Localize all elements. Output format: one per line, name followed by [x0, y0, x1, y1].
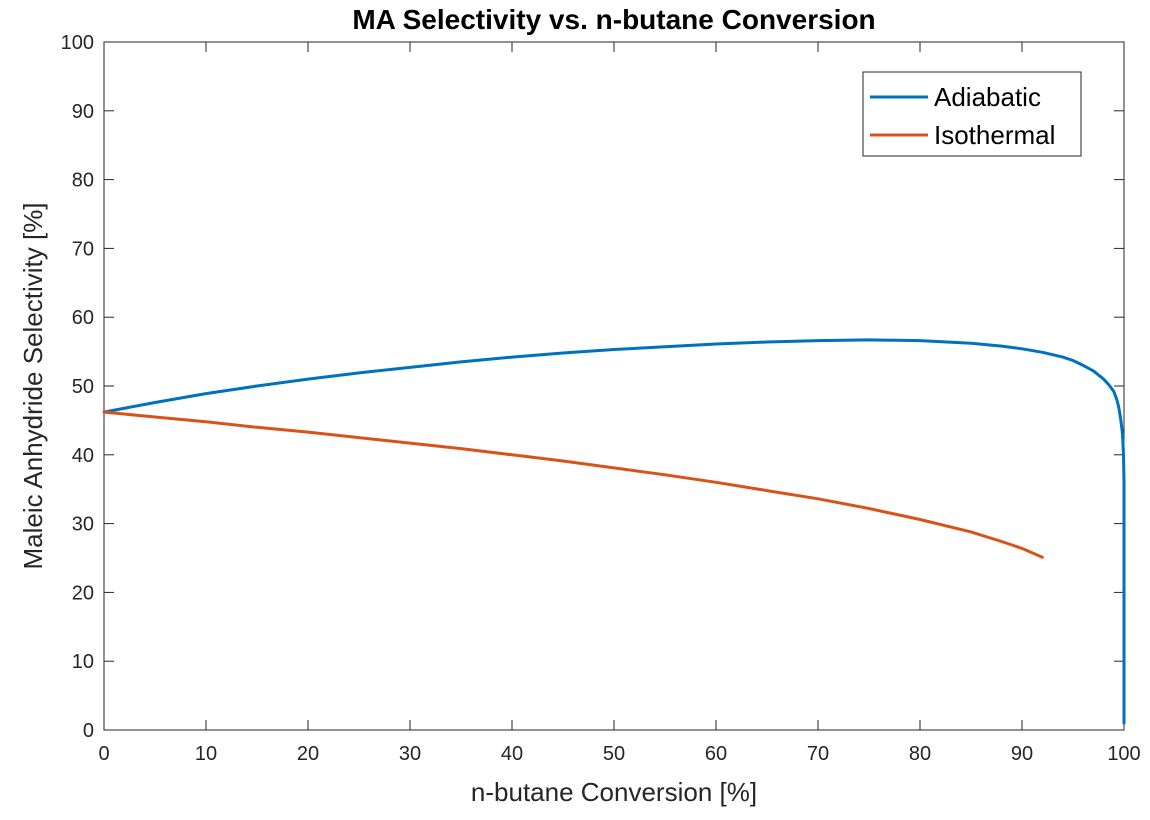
x-tick-label: 40	[501, 743, 523, 765]
y-tick-label: 100	[61, 32, 94, 54]
axes-group: 0 10 20 30 40 50 60 70 80 90 100 0 10 20 30 40 50 60 70 80 9…	[61, 32, 1141, 765]
x-tick-label: 50	[603, 743, 625, 765]
series-line-isothermal	[102, 410, 1044, 559]
y-tick-label: 90	[72, 101, 94, 123]
legend-label-isothermal: Isothermal	[934, 120, 1055, 150]
y-tick-label: 0	[83, 720, 94, 742]
y-tick-label: 50	[72, 376, 94, 398]
x-tick-label: 100	[1107, 743, 1140, 765]
y-tick-label: 80	[72, 170, 94, 192]
x-tick-label: 70	[807, 743, 829, 765]
x-tick-label: 10	[195, 743, 217, 765]
legend-box	[862, 71, 1082, 157]
x-tick-label: 60	[705, 743, 727, 765]
legend-label-adiabatic: Adiabatic	[934, 82, 1041, 112]
x-tick-label: 20	[297, 743, 319, 765]
y-tick-label: 20	[72, 582, 94, 604]
y-tick-label: 30	[72, 514, 94, 536]
y-axis-title: Maleic Anhydride Selectivity [%]	[18, 202, 48, 569]
chart-title: MA Selectivity vs. n-butane Conversion	[352, 4, 875, 35]
y-tick-label: 60	[72, 307, 94, 329]
x-tick-label: 30	[399, 743, 421, 765]
y-tick-label: 40	[72, 445, 94, 467]
x-tick-label: 80	[909, 743, 931, 765]
y-tick-label: 70	[72, 238, 94, 260]
x-tick-label: 90	[1011, 743, 1033, 765]
series-group	[102, 338, 1126, 725]
x-axis-title: n-butane Conversion [%]	[471, 777, 757, 807]
legend: Adiabatic Isothermal	[862, 71, 1082, 157]
y-tick-label: 10	[72, 651, 94, 673]
series-line-adiabatic	[102, 338, 1126, 725]
x-tick-label: 0	[98, 743, 109, 765]
